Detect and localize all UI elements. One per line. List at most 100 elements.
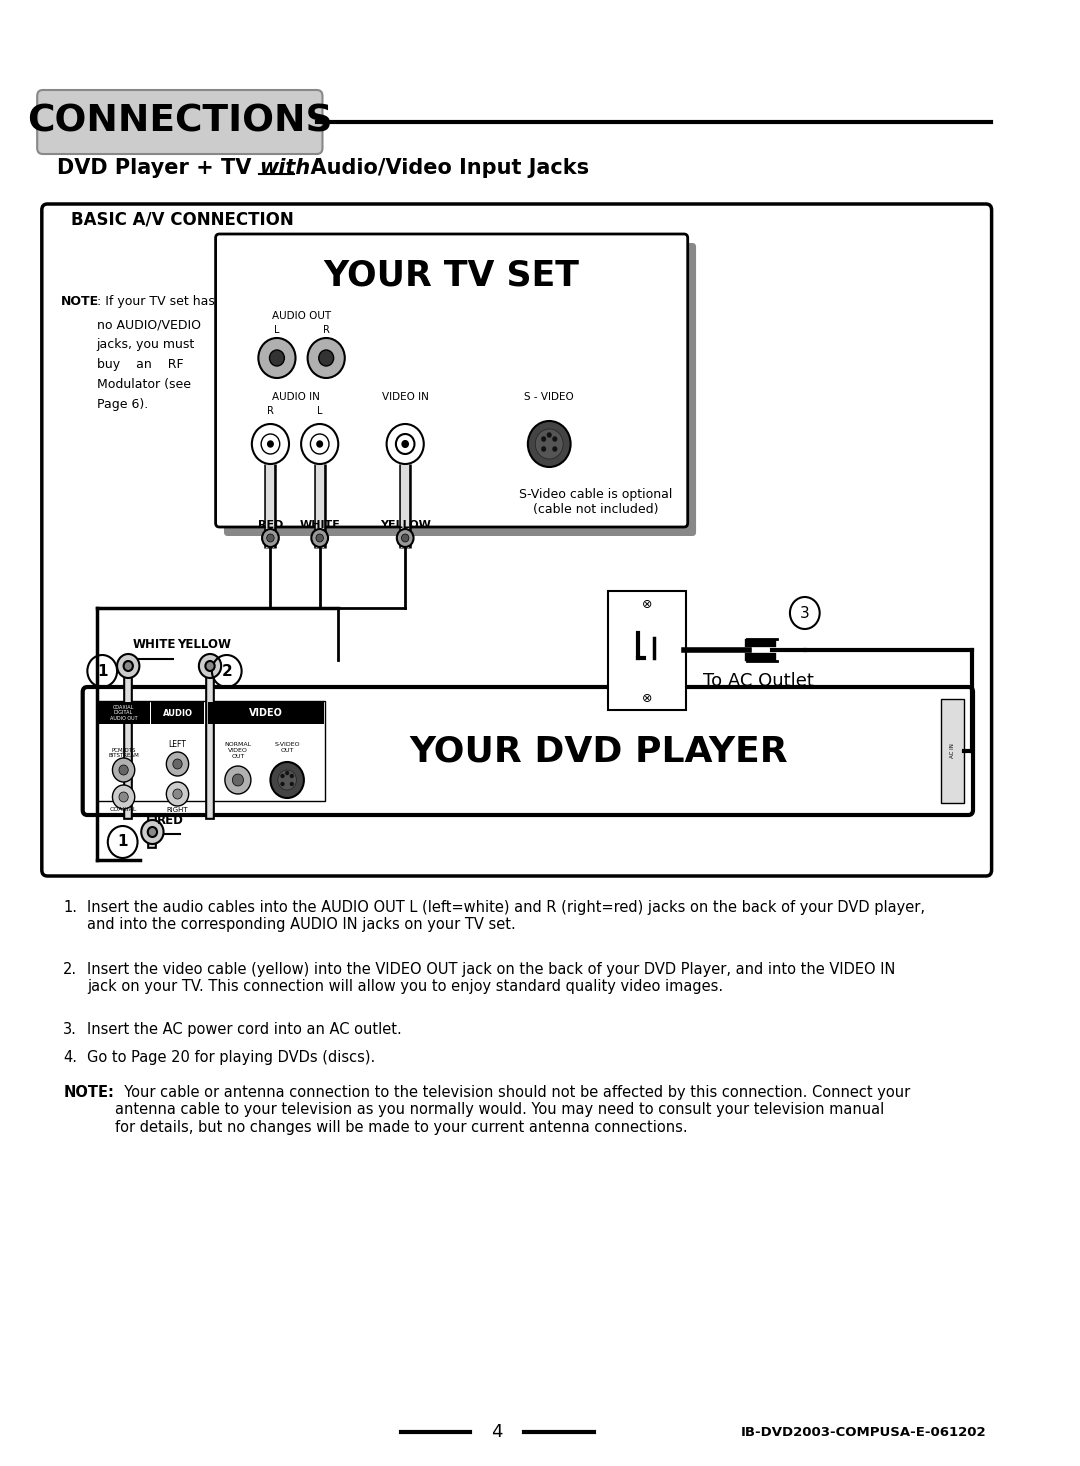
Text: S-Video cable is optional
(cable not included): S-Video cable is optional (cable not inc…	[519, 488, 673, 516]
Text: Your cable or antenna connection to the television should not be affected by thi: Your cable or antenna connection to the …	[116, 1085, 910, 1135]
Circle shape	[270, 350, 284, 366]
Text: COAXIAL: COAXIAL	[110, 806, 137, 812]
Text: S - VIDEO: S - VIDEO	[525, 391, 575, 402]
Circle shape	[141, 819, 163, 844]
Text: DVD Player + TV: DVD Player + TV	[56, 158, 266, 177]
Circle shape	[173, 759, 183, 770]
Text: WHITE: WHITE	[299, 520, 340, 531]
Text: S-VIDEO
OUT: S-VIDEO OUT	[274, 742, 300, 754]
Text: WHITE: WHITE	[133, 638, 176, 651]
Text: RIGHT: RIGHT	[166, 806, 188, 814]
Circle shape	[301, 424, 338, 465]
Circle shape	[553, 437, 557, 441]
Circle shape	[281, 781, 284, 786]
Text: PCM/DTS
BITSTREAM: PCM/DTS BITSTREAM	[108, 748, 139, 758]
FancyBboxPatch shape	[608, 591, 686, 710]
Text: Modulator (see: Modulator (see	[96, 378, 191, 391]
Text: jacks, you must: jacks, you must	[96, 339, 194, 350]
Circle shape	[396, 434, 415, 454]
Text: AUDIO: AUDIO	[162, 708, 192, 717]
Circle shape	[396, 529, 414, 547]
Text: RED: RED	[258, 520, 283, 531]
Circle shape	[308, 339, 345, 378]
Circle shape	[268, 441, 273, 447]
FancyBboxPatch shape	[942, 699, 963, 803]
Text: ⊗: ⊗	[642, 692, 652, 705]
FancyBboxPatch shape	[83, 688, 973, 815]
Text: 1: 1	[97, 664, 108, 679]
Circle shape	[289, 774, 294, 778]
Text: L: L	[316, 406, 323, 416]
Circle shape	[310, 434, 329, 454]
Text: buy    an    RF: buy an RF	[96, 358, 184, 371]
Circle shape	[112, 758, 135, 781]
Text: 2.: 2.	[64, 962, 78, 976]
Text: CONNECTIONS: CONNECTIONS	[27, 104, 333, 139]
FancyBboxPatch shape	[208, 702, 324, 724]
Circle shape	[117, 654, 139, 677]
Text: with: with	[259, 158, 311, 177]
Text: R: R	[267, 406, 274, 416]
Text: Insert the AC power cord into an AC outlet.: Insert the AC power cord into an AC outl…	[87, 1022, 402, 1036]
Circle shape	[387, 424, 423, 465]
Text: AUDIO OUT: AUDIO OUT	[271, 311, 330, 321]
Text: VIDEO IN: VIDEO IN	[381, 391, 429, 402]
Circle shape	[311, 529, 328, 547]
FancyBboxPatch shape	[207, 701, 325, 800]
Text: RED: RED	[157, 814, 184, 827]
Circle shape	[262, 529, 279, 547]
Circle shape	[402, 534, 409, 542]
FancyBboxPatch shape	[224, 243, 697, 537]
FancyBboxPatch shape	[216, 235, 688, 526]
Text: L: L	[274, 325, 280, 336]
Text: YELLOW: YELLOW	[380, 520, 431, 531]
Text: YELLOW: YELLOW	[177, 638, 231, 651]
Circle shape	[258, 339, 296, 378]
Circle shape	[173, 789, 183, 799]
Circle shape	[205, 661, 215, 671]
Text: IB-DVD2003-COMPUSA-E-061202: IB-DVD2003-COMPUSA-E-061202	[741, 1425, 986, 1438]
Circle shape	[166, 781, 189, 806]
FancyBboxPatch shape	[151, 702, 203, 724]
Circle shape	[316, 441, 323, 447]
Text: COAXIAL
DIGITAL
AUDIO OUT: COAXIAL DIGITAL AUDIO OUT	[110, 705, 137, 721]
Circle shape	[261, 434, 280, 454]
Text: 3.: 3.	[64, 1022, 77, 1036]
Circle shape	[267, 534, 274, 542]
Text: NORMAL
VIDEO
OUT: NORMAL VIDEO OUT	[225, 742, 252, 758]
Text: R: R	[323, 325, 329, 336]
Circle shape	[403, 441, 408, 447]
Circle shape	[225, 767, 251, 795]
Text: Go to Page 20 for playing DVDs (discs).: Go to Page 20 for playing DVDs (discs).	[87, 1050, 376, 1064]
Circle shape	[278, 770, 296, 790]
Text: Audio/Video Input Jacks: Audio/Video Input Jacks	[296, 158, 590, 177]
Text: AC IN: AC IN	[950, 743, 955, 758]
Circle shape	[252, 424, 289, 465]
Text: NOTE: NOTE	[62, 295, 99, 308]
Circle shape	[112, 784, 135, 809]
Circle shape	[319, 350, 334, 366]
Text: 4: 4	[491, 1423, 503, 1441]
Text: To AC Outlet: To AC Outlet	[703, 671, 813, 690]
Text: 4.: 4.	[64, 1050, 77, 1064]
FancyBboxPatch shape	[97, 701, 206, 800]
Circle shape	[199, 654, 221, 677]
Circle shape	[528, 421, 570, 468]
Text: Insert the video cable (yellow) into the VIDEO OUT jack on the back of your DVD : Insert the video cable (yellow) into the…	[87, 962, 895, 994]
Text: BASIC A/V CONNECTION: BASIC A/V CONNECTION	[70, 211, 294, 229]
FancyBboxPatch shape	[37, 89, 323, 154]
Text: NOTE:: NOTE:	[64, 1085, 114, 1100]
Circle shape	[546, 432, 552, 437]
Text: LEFT: LEFT	[168, 740, 187, 749]
Circle shape	[270, 762, 303, 798]
Circle shape	[119, 792, 129, 802]
Text: : If your TV set has: : If your TV set has	[96, 295, 215, 308]
Circle shape	[536, 430, 563, 459]
Text: 3: 3	[800, 605, 810, 620]
Circle shape	[232, 774, 243, 786]
Text: no AUDIO/VEDIO: no AUDIO/VEDIO	[96, 318, 201, 331]
Circle shape	[289, 781, 294, 786]
Text: AUDIO IN: AUDIO IN	[271, 391, 320, 402]
FancyBboxPatch shape	[98, 702, 150, 724]
Circle shape	[553, 447, 557, 452]
